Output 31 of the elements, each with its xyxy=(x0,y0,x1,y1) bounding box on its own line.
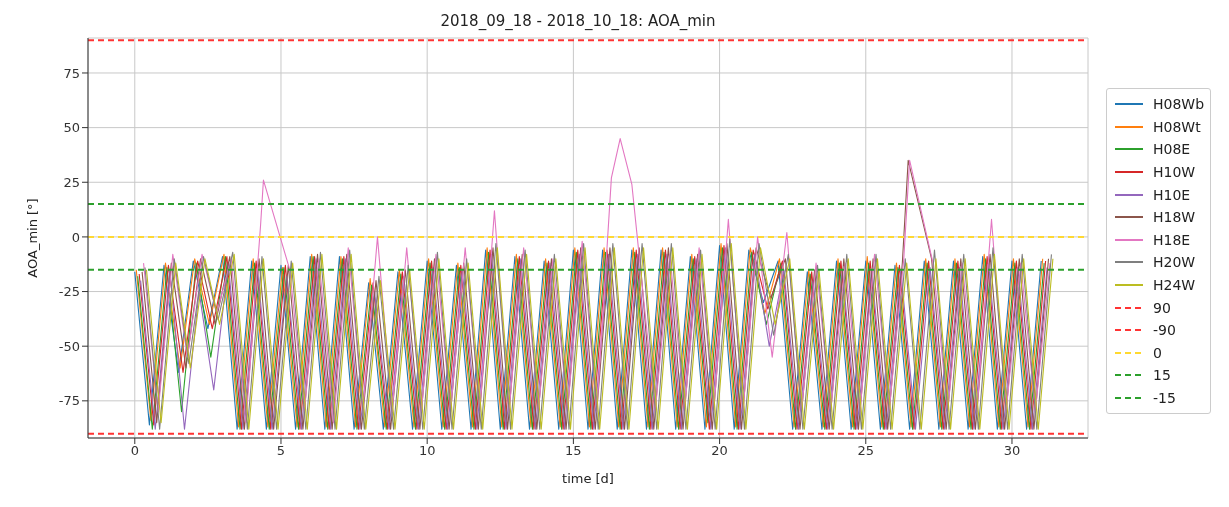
x-tick-label: 0 xyxy=(130,443,139,459)
legend-label: -90 xyxy=(1153,322,1176,339)
legend-label: 15 xyxy=(1153,367,1171,384)
legend-label: H18E xyxy=(1153,231,1191,248)
legend-label: H18W xyxy=(1153,209,1196,226)
chart-title: 2018_09_18 - 2018_10_18: AOA_min xyxy=(439,12,717,30)
legend-label: H10W xyxy=(1153,164,1196,181)
x-tick-label: 30 xyxy=(1003,443,1021,459)
legend-label: H20W xyxy=(1153,254,1196,271)
y-tick-label: 0 xyxy=(71,229,80,245)
x-tick-label: 5 xyxy=(276,443,286,459)
legend-label: H08Wb xyxy=(1153,96,1205,113)
x-tick-label: 15 xyxy=(565,443,582,459)
y-tick-label: 75 xyxy=(63,65,80,81)
y-tick-label: -50 xyxy=(58,338,80,354)
legend-label: -15 xyxy=(1153,390,1176,407)
y-tick-label: 25 xyxy=(63,174,80,190)
x-axis-title: time [d] xyxy=(562,471,614,486)
legend-label: H24W xyxy=(1153,277,1196,294)
legend-label: 0 xyxy=(1153,344,1162,361)
y-axis-title: AOA_min [°] xyxy=(24,198,40,278)
legend-label: H08E xyxy=(1153,141,1191,158)
legend-label: H10E xyxy=(1153,186,1191,203)
x-tick-label: 10 xyxy=(418,443,436,459)
y-tick-label: 50 xyxy=(63,120,80,136)
x-tick-label: 25 xyxy=(857,443,875,459)
x-tick-label: 20 xyxy=(711,443,728,459)
legend-label: 90 xyxy=(1153,299,1171,316)
legend-label: H08Wt xyxy=(1153,118,1201,135)
y-tick-label: -75 xyxy=(58,393,80,409)
y-tick-label: -25 xyxy=(58,284,80,300)
